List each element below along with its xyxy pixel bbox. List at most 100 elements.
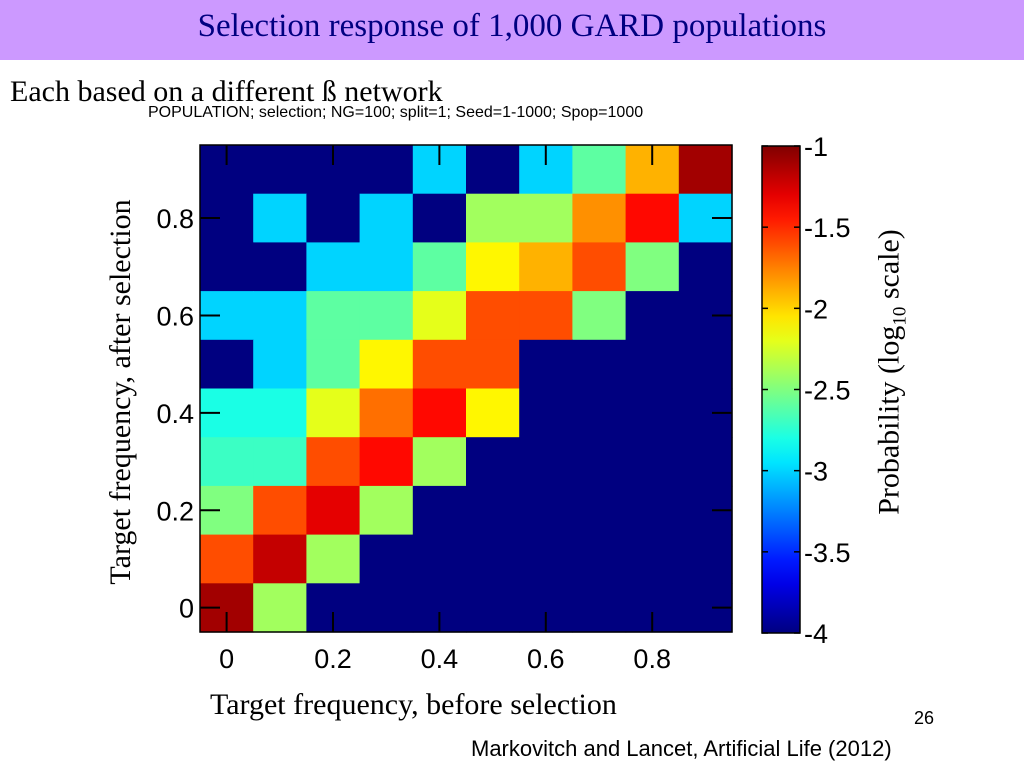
colorbar-label-tail: scale): [872, 229, 906, 307]
x-tick-label: 0: [219, 644, 234, 674]
heatmap-cell: [466, 388, 520, 438]
x-tick-label: 0.6: [527, 644, 565, 674]
heatmap-cell: [466, 193, 520, 243]
heatmap-cell: [519, 193, 573, 243]
heatmap-cell: [306, 485, 361, 536]
page-number: 26: [914, 708, 935, 728]
y-tick-label: 0.4: [156, 399, 194, 429]
subtitle-clip: Each based on a different ß network: [10, 60, 630, 103]
heatmap-cell: [359, 388, 414, 438]
heatmap-cell: [466, 242, 520, 292]
heatmap-cell: [359, 437, 414, 487]
heatmap-cell: [625, 339, 680, 390]
slide-subtitle: Each based on a different ß network: [10, 75, 443, 103]
heatmap-cell: [466, 339, 520, 390]
colorbar-label-text: Probability (log: [872, 325, 906, 515]
colorbar-tick-label: -3.5: [804, 538, 851, 568]
plot-frame: [199, 144, 733, 633]
heatmap-cell: [253, 242, 307, 292]
heatmap-cell: [625, 534, 680, 584]
heatmap-cell: [466, 583, 520, 633]
x-tick-label: 0.4: [421, 644, 459, 674]
heatmap-cell: [253, 437, 307, 487]
slide-title: Selection response of 1,000 GARD populat…: [197, 8, 827, 44]
plot-header: POPULATION; selection; NG=100; split=1; …: [148, 104, 644, 121]
heatmap-cell: [625, 193, 680, 243]
heatmap-cell: [200, 534, 254, 584]
heatmap-cell: [253, 193, 307, 243]
x-tick-label: 0.2: [314, 644, 352, 674]
heatmap-cell: [572, 339, 627, 390]
heatmap-cell: [359, 534, 414, 584]
heatmap-cell: [625, 485, 680, 536]
heatmap-cell: [253, 534, 307, 584]
heatmap-cell: [412, 485, 467, 536]
heatmap-cell: [519, 437, 573, 487]
heatmap-cell: [678, 145, 733, 195]
heatmap-cell: [572, 242, 627, 292]
heatmap-cell: [572, 145, 627, 195]
heatmap-cell: [466, 534, 520, 584]
heatmap-cells: [200, 145, 733, 633]
heatmap-cell: [412, 437, 467, 487]
heatmap-cell: [306, 437, 361, 487]
heatmap-cell: [572, 583, 627, 633]
heatmap-cell: [412, 339, 467, 390]
heatmap-cell: [359, 485, 414, 536]
heatmap-cell: [572, 388, 627, 438]
heatmap-cell: [572, 291, 627, 341]
title-bar: [0, 0, 1024, 60]
heatmap-cell: [359, 193, 414, 243]
heatmap-cell: [678, 339, 733, 390]
heatmap-cell: [306, 291, 361, 341]
heatmap-cell: [359, 145, 414, 195]
heatmap-cell: [519, 534, 573, 584]
heatmap-cell: [519, 485, 573, 536]
x-axis-label: Target frequency, before selection: [210, 688, 617, 721]
heatmap-cell: [359, 339, 414, 390]
heatmap-cell: [200, 339, 254, 390]
x-tick-label: 0.8: [633, 644, 671, 674]
heatmap-cell: [359, 583, 414, 633]
heatmap-cell: [625, 388, 680, 438]
heatmap-cell: [678, 242, 733, 292]
colorbar: -1 -1.5 -2 -2.5 -3 -3.5 -4: [761, 132, 851, 649]
y-tick-label: 0.8: [156, 204, 194, 234]
heatmap-cell: [359, 242, 414, 292]
colorbar-label: Probability (log10 scale): [873, 229, 912, 515]
heatmap-cell: [572, 485, 627, 536]
heatmap-cell: [306, 193, 361, 243]
colorbar-label-sub: 10: [889, 306, 911, 326]
heatmap-cell: [412, 193, 467, 243]
colorbar-tick-label: -2: [804, 294, 828, 324]
heatmap-cell: [306, 534, 361, 584]
heatmap-cell: [625, 291, 680, 341]
colorbar-tick-label: -1.5: [804, 213, 851, 243]
citation: Markovitch and Lancet, Artificial Life (…: [471, 736, 892, 761]
axis-ticks: 0 0.2 0.4 0.6 0.8 0 0.2 0.4 0.6 0.8: [156, 145, 732, 674]
heatmap-cell: [200, 242, 254, 292]
heatmap-cell: [412, 388, 467, 438]
heatmap-cell: [253, 145, 307, 195]
heatmap-cell: [253, 291, 307, 341]
heatmap-cell: [572, 534, 627, 584]
colorbar-tick-label: -1: [804, 132, 828, 162]
heatmap-cell: [678, 534, 733, 584]
heatmap-cell: [306, 388, 361, 438]
heatmap-cell: [253, 339, 307, 390]
heatmap-cell: [306, 339, 361, 390]
heatmap-cell: [466, 291, 520, 341]
heatmap-cell: [519, 291, 573, 341]
heatmap-cell: [253, 583, 307, 633]
heatmap-cell: [678, 437, 733, 487]
y-tick-label: 0: [179, 594, 194, 624]
heatmap-cell: [625, 437, 680, 487]
heatmap-cell: [306, 242, 361, 292]
y-tick-label: 0.6: [156, 301, 194, 331]
heatmap-cell: [466, 485, 520, 536]
colorbar-tick-label: -3: [804, 457, 828, 487]
y-axis-label: Target frequency, after selection: [104, 199, 137, 585]
heatmap-cell: [200, 437, 254, 487]
heatmap-cell: [253, 485, 307, 536]
